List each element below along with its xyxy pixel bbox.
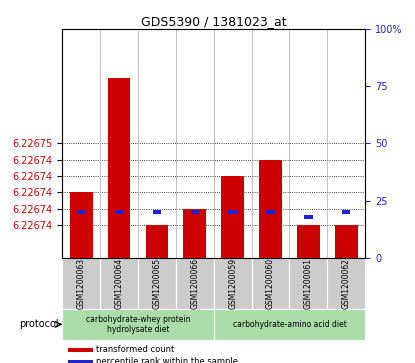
Text: GSM1200060: GSM1200060 (266, 258, 275, 309)
Bar (266, 210, 275, 214)
Bar (68, 360, 93, 363)
Bar (68, 348, 93, 352)
Bar (304, 215, 312, 219)
Text: percentile rank within the sample: percentile rank within the sample (95, 356, 237, 363)
Bar (153, 210, 161, 214)
Bar (70, 192, 93, 258)
Bar (327, 258, 365, 309)
Text: protocol: protocol (19, 319, 59, 329)
Bar (62, 258, 100, 309)
Text: GSM1200064: GSM1200064 (115, 258, 124, 309)
Bar (259, 160, 282, 258)
Text: GSM1200061: GSM1200061 (304, 258, 313, 309)
Bar (335, 225, 358, 258)
Bar (221, 176, 244, 258)
Bar (290, 258, 327, 309)
Bar (138, 258, 176, 309)
Text: carbohydrate-amino acid diet: carbohydrate-amino acid diet (232, 320, 347, 329)
Title: GDS5390 / 1381023_at: GDS5390 / 1381023_at (141, 15, 286, 28)
Bar (146, 225, 168, 258)
Bar (77, 210, 85, 214)
Bar (183, 209, 206, 258)
Bar (297, 225, 320, 258)
Bar (251, 258, 290, 309)
Text: GSM1200062: GSM1200062 (342, 258, 351, 309)
Text: GSM1200066: GSM1200066 (190, 258, 199, 309)
Bar (176, 258, 214, 309)
Bar (108, 78, 130, 258)
Bar (342, 210, 350, 214)
Bar (190, 210, 199, 214)
Text: GSM1200063: GSM1200063 (77, 258, 85, 309)
Text: GSM1200065: GSM1200065 (152, 258, 161, 309)
Bar (100, 258, 138, 309)
Bar (214, 309, 365, 340)
Bar (115, 210, 123, 214)
Bar (214, 258, 251, 309)
Bar (62, 309, 214, 340)
Text: GSM1200059: GSM1200059 (228, 258, 237, 309)
Text: carbohydrate-whey protein
hydrolysate diet: carbohydrate-whey protein hydrolysate di… (86, 315, 190, 334)
Bar (229, 210, 237, 214)
Text: transformed count: transformed count (95, 345, 174, 354)
